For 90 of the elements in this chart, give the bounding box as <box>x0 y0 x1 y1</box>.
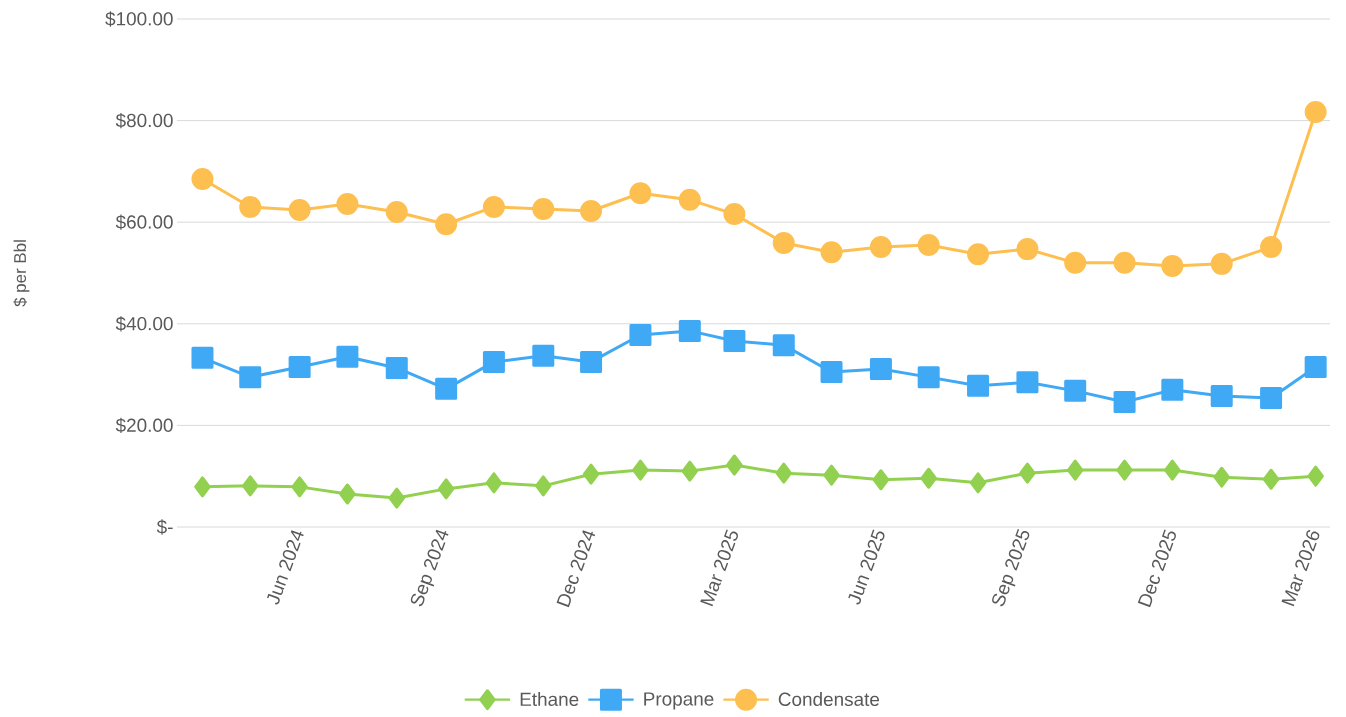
point <box>291 476 308 498</box>
point <box>820 361 843 384</box>
point <box>823 464 840 486</box>
point <box>580 350 603 373</box>
x-tick-label: Jun 2025 <box>848 529 885 605</box>
point <box>917 366 940 389</box>
point <box>632 459 649 481</box>
point <box>1064 251 1087 274</box>
point <box>582 463 600 485</box>
point <box>437 478 455 500</box>
point <box>194 476 211 498</box>
point <box>629 323 652 346</box>
point <box>678 188 701 211</box>
legend-label: Propane <box>644 692 714 710</box>
point <box>917 234 940 257</box>
point <box>1304 355 1327 378</box>
legend-label: Condensate <box>778 692 880 707</box>
x-tick-label: Mar 2025 <box>700 529 738 607</box>
point <box>535 475 552 497</box>
point <box>1161 254 1184 277</box>
point <box>969 472 987 494</box>
point <box>872 469 890 491</box>
y-tick-label: $40.00 <box>115 316 173 332</box>
point <box>1260 386 1283 409</box>
point <box>1113 251 1136 274</box>
point <box>1210 252 1233 275</box>
point <box>967 374 990 397</box>
point <box>1260 236 1283 259</box>
point <box>435 213 458 236</box>
point <box>1307 465 1324 487</box>
legend-label: Ethane <box>520 692 579 707</box>
point <box>580 200 603 223</box>
point <box>1019 462 1036 484</box>
point <box>485 472 503 494</box>
point <box>1066 459 1084 481</box>
point <box>869 236 892 259</box>
point <box>772 334 795 357</box>
y-tick-label: $60.00 <box>115 214 173 230</box>
point <box>385 356 408 379</box>
point <box>532 197 555 220</box>
y-axis-title: $ per Bbl <box>13 240 30 307</box>
point <box>1262 468 1280 490</box>
point <box>772 232 795 255</box>
point <box>678 319 701 342</box>
point <box>339 483 356 505</box>
x-tick-label: Mar 2026 <box>1281 530 1320 607</box>
point <box>435 377 458 400</box>
point <box>191 168 214 191</box>
point <box>723 203 746 226</box>
point <box>336 192 359 215</box>
point <box>1161 378 1184 401</box>
point <box>1016 371 1039 394</box>
point <box>1210 384 1233 407</box>
point <box>239 195 262 218</box>
point <box>239 366 262 389</box>
x-tick-label: Dec 2024 <box>556 530 596 608</box>
point <box>336 345 359 368</box>
y-tick-label: $20.00 <box>115 417 173 434</box>
point <box>726 454 743 476</box>
point <box>1016 238 1039 261</box>
point <box>242 475 259 497</box>
point <box>967 243 990 266</box>
point <box>1064 379 1087 402</box>
point <box>482 350 505 373</box>
point <box>191 346 214 369</box>
x-tick-label: Sep 2025 <box>992 528 1030 607</box>
x-tick-label: Dec 2025 <box>1137 529 1176 608</box>
point <box>820 241 843 264</box>
point <box>629 182 652 205</box>
point <box>388 487 406 509</box>
point <box>775 462 793 484</box>
point <box>1304 100 1327 123</box>
y-tick-label: $80.00 <box>115 112 173 129</box>
point <box>1116 459 1133 481</box>
point <box>288 355 311 378</box>
point <box>1164 459 1181 481</box>
point <box>869 358 892 381</box>
point <box>1113 391 1136 414</box>
point <box>723 330 746 353</box>
point <box>1213 466 1230 488</box>
y-tick-label: $- <box>156 519 173 535</box>
point <box>532 344 555 367</box>
point <box>482 195 505 218</box>
point <box>288 199 311 221</box>
point <box>681 460 699 482</box>
point <box>385 201 408 224</box>
point <box>920 467 937 489</box>
x-tick-label: Sep 2024 <box>410 529 449 607</box>
y-tick-label: $100.00 <box>105 11 173 27</box>
x-tick-label: Jun 2024 <box>266 530 304 605</box>
